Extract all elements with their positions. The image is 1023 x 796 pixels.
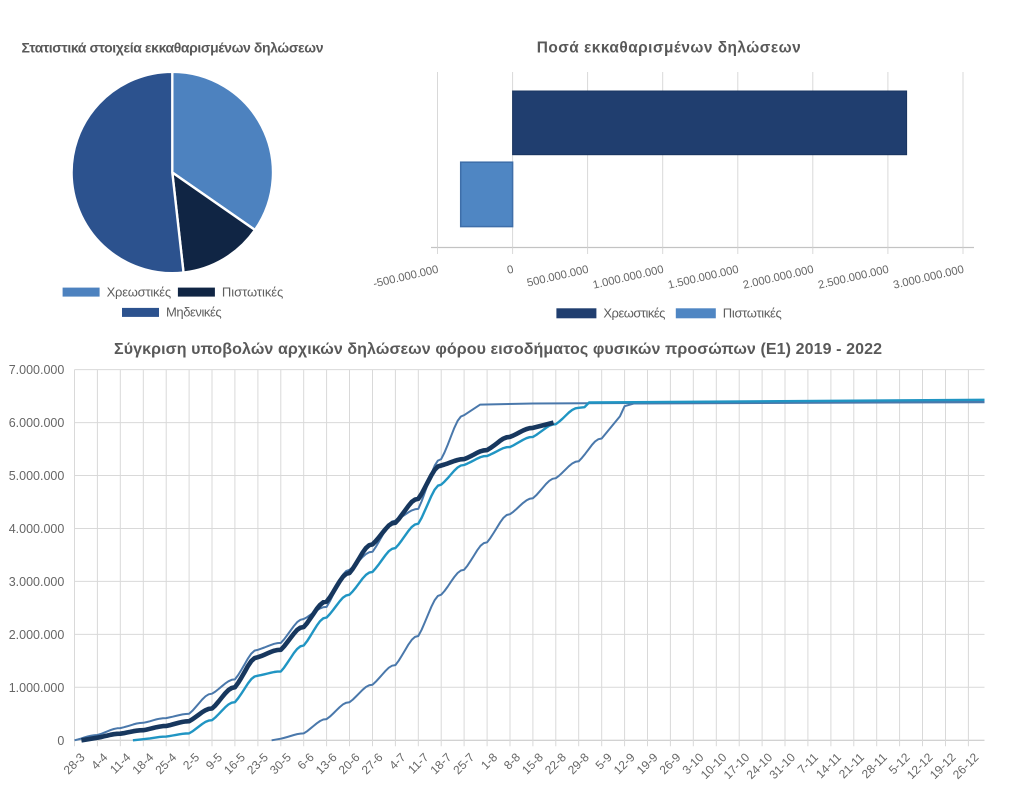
svg-text:1.000.000: 1.000.000: [9, 681, 65, 695]
svg-text:4.000.000: 4.000.000: [9, 522, 65, 536]
svg-text:3.000.000: 3.000.000: [9, 575, 65, 589]
svg-text:2.000.000: 2.000.000: [9, 628, 65, 642]
svg-text:Στατιστικά στοιχεία εκκαθαρισμ: Στατιστικά στοιχεία εκκαθαρισμένων δηλώσ…: [22, 40, 324, 56]
svg-text:Πιστωτικές: Πιστωτικές: [723, 306, 782, 321]
svg-text:Σύγκριση υποβολών αρχικών δηλώ: Σύγκριση υποβολών αρχικών δηλώσεων φόρου…: [114, 341, 882, 358]
svg-text:0: 0: [506, 264, 515, 277]
svg-text:Μηδενικές: Μηδενικές: [166, 305, 222, 320]
svg-text:Ποσά εκκαθαρισμένων δηλώσεων: Ποσά εκκαθαρισμένων δηλώσεων: [537, 40, 801, 57]
svg-text:7.000.000: 7.000.000: [9, 363, 65, 377]
svg-text:6.000.000: 6.000.000: [9, 416, 65, 430]
svg-text:Πιστωτικές: Πιστωτικές: [222, 284, 283, 299]
svg-text:5.000.000: 5.000.000: [9, 469, 65, 483]
svg-text:Χρεωστικές: Χρεωστικές: [603, 306, 665, 321]
svg-text:0: 0: [57, 734, 64, 748]
svg-text:Χρεωστικές: Χρεωστικές: [107, 284, 172, 299]
